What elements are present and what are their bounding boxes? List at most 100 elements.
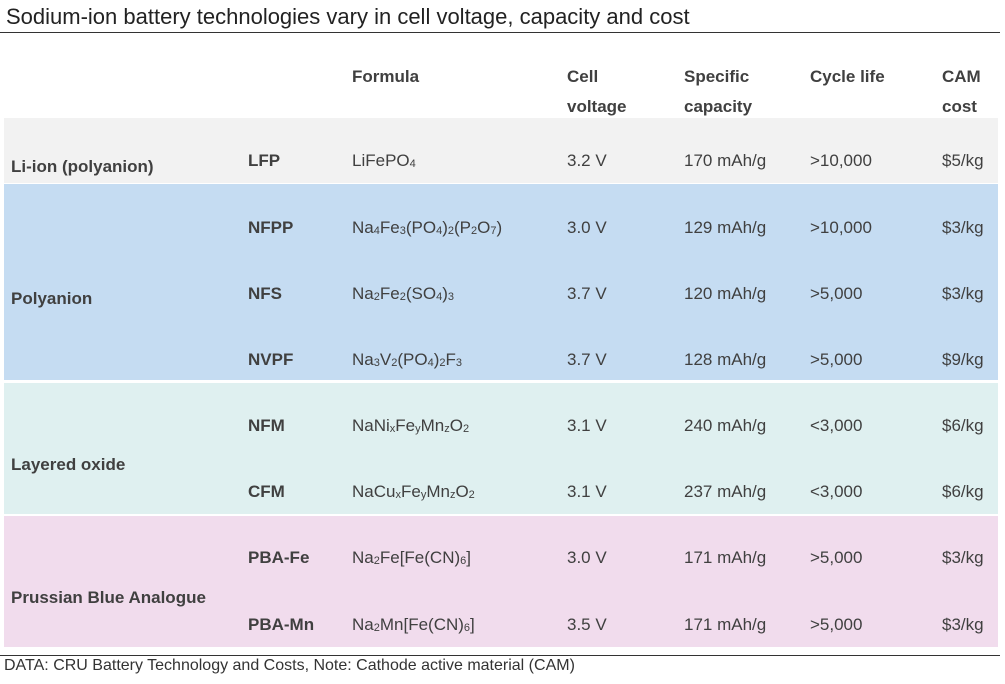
cell-cycle: >5,000 [810,284,863,303]
formula-part: F [445,350,456,369]
cell-code: NFPP [248,218,294,237]
header-capacity-line1: Specific [684,67,750,86]
cell-cost: $3/kg [942,284,984,303]
formula-part: Mn [420,416,445,435]
cell-formula: Na4Fe3(PO4)2(P2O7) [352,218,502,238]
group-band [4,184,998,380]
group-band [4,516,998,647]
formula-part: (PO [397,350,428,369]
footer-rule [0,655,1000,656]
formula-subscript: 7 [490,225,497,237]
cell-code: NFS [248,284,282,303]
cell-code: NFM [248,416,285,435]
group-label: Prussian Blue Analogue [11,588,206,607]
formula-part: Na [352,548,374,567]
cell-code: NVPF [248,350,294,369]
formula-part: ] [466,548,471,567]
header-voltage: Cell voltage [567,62,687,122]
formula-subscript: 2 [439,357,446,369]
formula-part: ) [442,218,448,237]
formula-subscript: 3 [447,291,454,303]
cell-capacity: 171 mAh/g [684,615,767,634]
formula-part: (P [453,218,471,237]
cell-voltage: 3.1 V [567,416,607,435]
cell-capacity: 129 mAh/g [684,218,767,237]
formula-subscript: y [415,423,421,435]
formula-subscript: 2 [373,622,380,634]
cell-formula: NaNixFeyMnzO2 [352,416,469,436]
cell-voltage: 3.5 V [567,615,607,634]
cell-formula: Na2Fe[Fe(CN)6] [352,548,471,568]
formula-subscript: 6 [463,622,471,634]
formula-part: Fe [395,416,416,435]
group-band [4,118,998,183]
formula-part: O [449,416,463,435]
formula-subscript: x [389,423,396,435]
cell-capacity: 171 mAh/g [684,548,767,567]
cell-cycle: <3,000 [810,416,863,435]
cell-formula: Na2Mn[Fe(CN)6] [352,615,475,635]
cell-cost: $3/kg [942,548,984,567]
formula-part: Mn[Fe(CN) [379,615,464,634]
formula-subscript: z [449,489,456,501]
formula-subscript: 2 [373,555,380,567]
header-voltage-line2: voltage [567,97,627,116]
header-voltage-line1: Cell [567,67,599,86]
cell-voltage: 3.0 V [567,548,607,567]
cell-cost: $6/kg [942,482,984,501]
formula-part: Na [352,615,374,634]
formula-subscript: 2 [463,423,470,435]
formula-part: Fe [379,284,400,303]
formula-part: ) [496,218,503,237]
cell-capacity: 240 mAh/g [684,416,767,435]
formula-part: V [379,350,392,369]
formula-part: (SO [405,284,437,303]
header-cost-line2: cost [942,97,977,116]
cell-capacity: 120 mAh/g [684,284,767,303]
formula-subscript: 4 [409,158,416,170]
formula-subscript: 2 [468,489,475,501]
cell-voltage: 3.0 V [567,218,607,237]
formula-part: Na [352,350,374,369]
formula-subscript: 4 [427,357,434,369]
formula-subscript: 3 [455,357,462,369]
formula-subscript: 2 [399,291,406,303]
cell-capacity: 128 mAh/g [684,350,767,369]
cell-cycle: >10,000 [810,218,872,237]
formula-subscript: 2 [470,225,478,237]
formula-part: O [477,218,491,237]
formula-part: Na [352,218,374,237]
formula-part: Mn [426,482,450,501]
formula-subscript: 2 [373,291,380,303]
cell-formula: NaCuxFeyMnzO2 [352,482,475,502]
header-cost: CAM cost [942,62,1002,122]
formula-part: O [455,482,469,501]
formula-part: Fe [379,218,400,237]
cell-formula: LiFePO4 [352,151,416,171]
formula-subscript: z [444,423,450,435]
cell-voltage: 3.7 V [567,350,607,369]
cell-cycle: >5,000 [810,548,863,567]
group-label: Li-ion (polyanion) [11,157,154,176]
footer-note: DATA: CRU Battery Technology and Costs, … [4,657,575,674]
cell-cost: $6/kg [942,416,984,435]
cell-code: PBA-Fe [248,548,310,567]
cell-formula: Na3V2(PO4)2F3 [352,350,462,370]
cell-cycle: >5,000 [810,350,863,369]
formula-part: (PO [405,218,437,237]
formula-subscript: 3 [399,225,406,237]
header-formula: Formula [352,67,420,86]
cell-voltage: 3.7 V [567,284,607,303]
cell-voltage: 3.2 V [567,151,607,170]
formula-part: LiFePO [352,151,410,170]
cell-code: CFM [248,482,285,501]
cell-cycle: <3,000 [810,482,863,501]
title-rule [0,32,1000,33]
header-cycle-life: Cycle life [810,67,885,86]
formula-part: Fe [400,482,421,501]
formula-subscript: y [420,489,427,501]
formula-subscript: 4 [373,225,380,237]
header-cost-line1: CAM [942,67,981,86]
group-label: Layered oxide [11,455,126,474]
